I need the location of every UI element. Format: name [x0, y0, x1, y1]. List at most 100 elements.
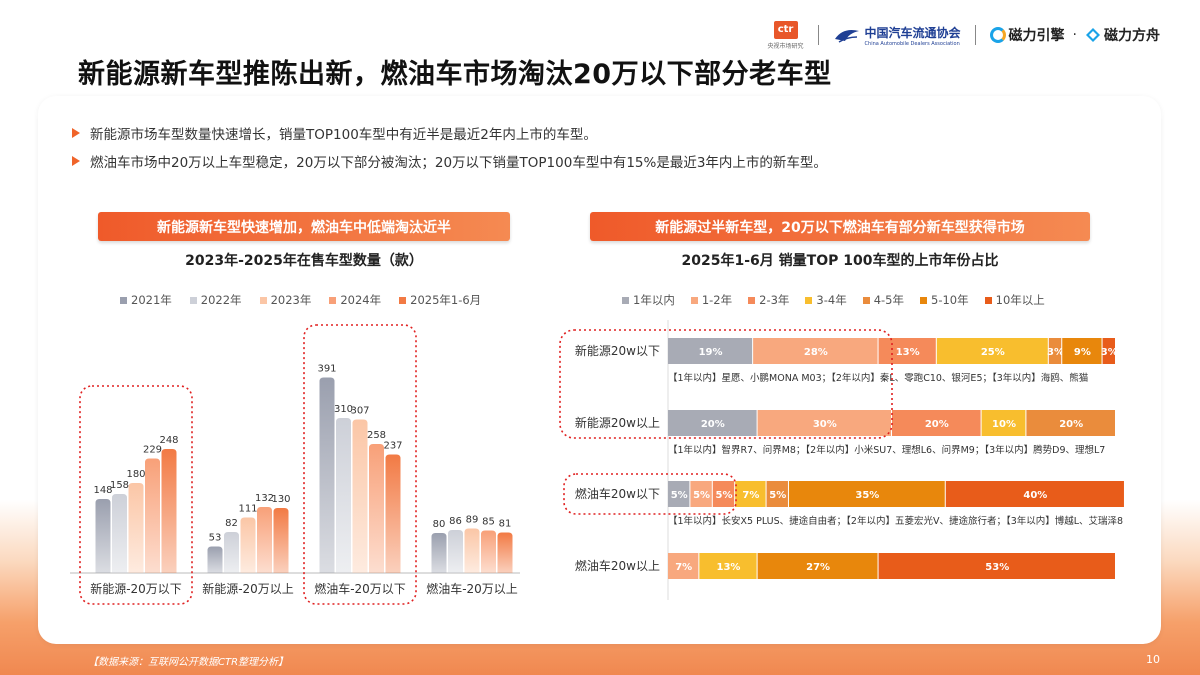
- bar: [319, 377, 335, 573]
- left-chart-title: 2023年-2025年在售车型数量（款）: [185, 253, 423, 269]
- data-label: 148: [93, 485, 112, 496]
- bar: [112, 494, 127, 573]
- data-label: 237: [383, 441, 402, 452]
- segment-label: 20%: [1059, 419, 1083, 430]
- segment-label: 5%: [769, 490, 786, 501]
- legend-label: 10年以上: [995, 293, 1045, 307]
- data-label: 80: [433, 519, 446, 530]
- segment-label: 25%: [981, 347, 1005, 358]
- bar: [497, 532, 513, 573]
- logo-dot: ·: [1072, 27, 1077, 43]
- stacked-segment: [892, 410, 981, 436]
- stacked-segment: [668, 338, 753, 364]
- bar: [431, 533, 447, 573]
- legend-item: 1年以内: [622, 292, 675, 308]
- cili-engine-logo: 磁力引擎: [989, 25, 1065, 45]
- legend-swatch: [329, 296, 337, 304]
- bar: [385, 454, 401, 573]
- data-label: 82: [225, 518, 238, 529]
- stacked-segment: [735, 481, 766, 507]
- segment-label: 19%: [699, 347, 723, 358]
- legend-item: 5-10年: [920, 292, 969, 308]
- ctr-logo-sub: 央视市场研究: [767, 42, 804, 50]
- data-label: 85: [482, 517, 495, 528]
- legend-label: 2023年: [270, 293, 312, 307]
- bar: [336, 418, 351, 573]
- data-label: 229: [143, 445, 162, 456]
- legend-swatch: [748, 296, 756, 304]
- left-panel-pill: 新能源新车型快速增加，燃油车中低端淘汰近半: [98, 212, 510, 241]
- legend-item: 10年以上: [984, 292, 1045, 308]
- bar: [369, 444, 384, 573]
- legend-label: 5-10年: [931, 293, 969, 307]
- page-number: 10: [1146, 653, 1160, 666]
- fangzhou-logo-icon: [1086, 28, 1100, 42]
- category-label: 新能源-20万以下: [90, 581, 182, 596]
- stacked-segment: [668, 481, 690, 507]
- bar: [161, 449, 177, 573]
- highlight-box: [559, 329, 893, 439]
- legend-item: 2-3年: [748, 292, 789, 308]
- stacked-segment: [668, 553, 699, 579]
- category-label: 燃油车-20万以下: [314, 581, 406, 596]
- caam-logo: 中国汽车流通协会 China Automobile Dealers Associ…: [833, 24, 961, 47]
- stacked-segment: [878, 338, 936, 364]
- segment-label: 10%: [992, 419, 1016, 430]
- bar: [448, 530, 463, 573]
- right-stacked-bar-chart: 新能源20w以下 19% 28% 13% 25% 3% 9% 3% 【1年以内】星愿、小鹏MON…: [559, 320, 1124, 600]
- segment-label: 28%: [804, 347, 828, 358]
- legend-label: 2021年: [131, 293, 172, 307]
- category-label: 燃油车20w以下: [575, 486, 660, 501]
- caam-name-cn: 中国汽车流通协会: [864, 25, 961, 40]
- stacked-segment: [1026, 410, 1115, 436]
- bullet-text: 新能源市场车型数量快速增长，销量TOP100车型中有近半是最近2年内上市的车型。: [90, 127, 597, 143]
- data-source-note: 【数据来源：互联网公开数据CTR整理分析】: [88, 657, 289, 668]
- data-label: 248: [159, 435, 178, 446]
- segment-label: 7%: [742, 490, 759, 501]
- segment-label: 53%: [985, 562, 1009, 573]
- data-label: 111: [238, 504, 257, 515]
- category-label: 新能源20w以上: [575, 415, 660, 430]
- legend-label: 2025年1-6月: [410, 293, 482, 307]
- cili-fangzhou-text: 磁力方舟: [1104, 28, 1160, 44]
- logo-divider: [817, 25, 819, 45]
- right-chart-legend: 1年以内 1-2年 2-3年 3-4年 4-5年 5-10年 10年以上: [622, 292, 1045, 308]
- segment-label: 3%: [1101, 347, 1118, 358]
- bar: [240, 517, 256, 573]
- data-label: 132: [255, 493, 274, 504]
- caam-name-en: China Automobile Dealers Association: [864, 40, 960, 47]
- segment-label: 13%: [896, 347, 920, 358]
- stacked-segment: [699, 553, 757, 579]
- legend-item: 3-4年: [805, 292, 847, 308]
- segment-label: 40%: [1023, 490, 1047, 501]
- segment-label: 5%: [716, 490, 733, 501]
- right-panel-pill: 新能源过半新车型，20万以下燃油车有部分新车型获得市场: [590, 212, 1090, 241]
- category-label: 新能源-20万以上: [202, 581, 294, 596]
- cili-engine-text: 磁力引擎: [1008, 28, 1065, 44]
- row-annotation: 【1年以内】长安X5 PLUS、捷途自由者；【2年以内】五菱宏光V、捷途旅行者；…: [668, 515, 1123, 527]
- legend-swatch: [399, 296, 407, 304]
- bar: [464, 528, 480, 573]
- ctr-logo-mark: ctr: [773, 20, 798, 39]
- segment-label: 13%: [717, 562, 741, 573]
- legend-label: 2-3年: [759, 293, 790, 307]
- triangle-bullet-icon: [72, 156, 80, 166]
- logo-divider: [974, 25, 976, 45]
- data-label: 391: [317, 364, 336, 375]
- data-label: 53: [209, 533, 222, 544]
- bullet-item: 新能源市场车型数量快速增长，销量TOP100车型中有近半是最近2年内上市的车型。: [72, 123, 597, 143]
- right-chart-title: 2025年1-6月 销量TOP 100车型的上市年份占比: [681, 253, 999, 269]
- segment-label: 9%: [1074, 347, 1091, 358]
- legend-swatch: [622, 296, 629, 304]
- highlight-box: [563, 473, 737, 515]
- data-label: 310: [334, 404, 353, 415]
- data-label: 81: [499, 519, 512, 530]
- stacked-segment: [712, 481, 735, 507]
- caam-emblem-icon: [834, 30, 859, 43]
- bar: [481, 530, 496, 573]
- row-annotation: 【1年以内】星愿、小鹏MONA M03；【2年以内】秦L、零跑C10、银河E5；…: [668, 372, 1088, 384]
- data-label: 258: [367, 430, 386, 441]
- header-logos: ctr 央视市场研究 中国汽车流通协会 China Automobile Dea…: [768, 18, 1160, 52]
- category-label: 新能源20w以下: [575, 343, 660, 358]
